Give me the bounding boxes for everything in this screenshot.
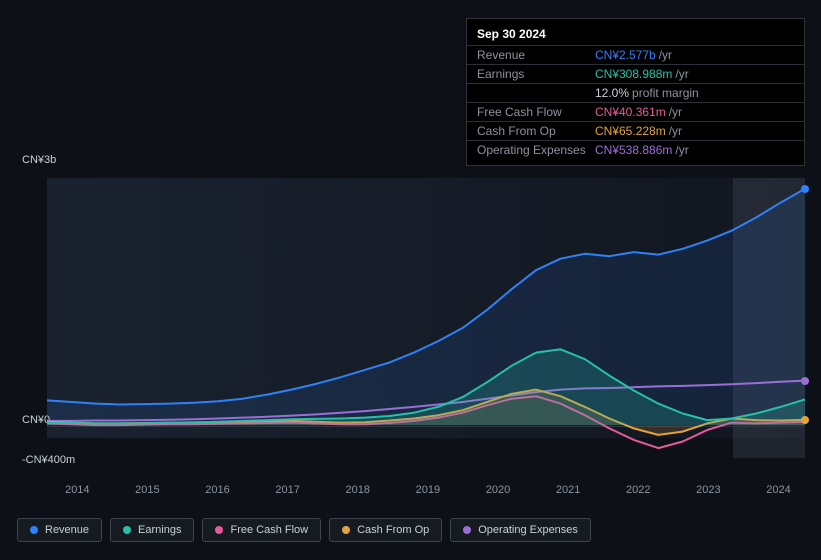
- tooltip-row-label: Earnings: [477, 67, 595, 81]
- x-axis-label: 2018: [346, 484, 370, 496]
- tooltip-row: Free Cash FlowCN¥40.361m/yr: [467, 102, 804, 121]
- financials-chart: CN¥3bCN¥0-CN¥400m: [17, 158, 805, 478]
- x-axis-label: 2017: [275, 484, 299, 496]
- x-axis-label: 2019: [416, 484, 440, 496]
- plot-svg: [47, 178, 805, 458]
- legend-label: Earnings: [138, 524, 181, 536]
- legend-label: Operating Expenses: [478, 524, 578, 536]
- tooltip-row-label: Free Cash Flow: [477, 105, 595, 119]
- tooltip-row-suffix: /yr: [675, 143, 688, 157]
- legend-dot-icon: [342, 526, 350, 534]
- tooltip-row-suffix: /yr: [659, 48, 672, 62]
- y-axis-label: CN¥0: [22, 414, 50, 426]
- x-axis-label: 2020: [486, 484, 510, 496]
- x-axis-label: 2016: [205, 484, 229, 496]
- series-end-dot: [801, 377, 809, 385]
- tooltip-row-suffix: /yr: [669, 105, 682, 119]
- tooltip-row-suffix: profit margin: [632, 86, 699, 100]
- tooltip-row-suffix: /yr: [669, 124, 682, 138]
- legend-item[interactable]: Revenue: [17, 518, 102, 542]
- x-axis-label: 2015: [135, 484, 159, 496]
- tooltip-row: RevenueCN¥2.577b/yr: [467, 45, 804, 64]
- chart-legend: Revenue Earnings Free Cash Flow Cash From O…: [17, 518, 591, 542]
- x-axis-label: 2023: [696, 484, 720, 496]
- tooltip-row-value: 12.0%: [595, 86, 629, 100]
- tooltip-row-label: Operating Expenses: [477, 143, 595, 157]
- legend-item[interactable]: Earnings: [110, 518, 194, 542]
- legend-label: Cash From Op: [357, 524, 429, 536]
- tooltip-row: EarningsCN¥308.988m/yr: [467, 64, 804, 83]
- legend-item[interactable]: Cash From Op: [329, 518, 442, 542]
- tooltip-row-value: CN¥308.988m: [595, 67, 672, 81]
- x-axis-label: 2024: [766, 484, 790, 496]
- legend-label: Free Cash Flow: [230, 524, 308, 536]
- series-area: [47, 189, 805, 425]
- legend-item[interactable]: Operating Expenses: [450, 518, 591, 542]
- tooltip-date: Sep 30 2024: [467, 25, 804, 45]
- tooltip-row-label: Cash From Op: [477, 124, 595, 138]
- legend-dot-icon: [463, 526, 471, 534]
- series-end-dot: [801, 185, 809, 193]
- tooltip-row-value: CN¥2.577b: [595, 48, 656, 62]
- x-axis-label: 2022: [626, 484, 650, 496]
- y-axis-label: CN¥3b: [22, 154, 56, 166]
- series-end-dot: [801, 416, 809, 424]
- legend-item[interactable]: Free Cash Flow: [202, 518, 321, 542]
- tooltip-row: Operating ExpensesCN¥538.886m/yr: [467, 140, 804, 159]
- legend-dot-icon: [30, 526, 38, 534]
- tooltip-row-value: CN¥538.886m: [595, 143, 672, 157]
- legend-dot-icon: [123, 526, 131, 534]
- tooltip-row-label: Revenue: [477, 48, 595, 62]
- tooltip-row-suffix: /yr: [675, 67, 688, 81]
- x-axis-label: 2014: [65, 484, 89, 496]
- tooltip-row-value: CN¥65.228m: [595, 124, 666, 138]
- tooltip-row: 12.0%profit margin: [467, 83, 804, 102]
- tooltip-row: Cash From OpCN¥65.228m/yr: [467, 121, 804, 140]
- x-axis-label: 2021: [556, 484, 580, 496]
- tooltip-row-value: CN¥40.361m: [595, 105, 666, 119]
- x-axis: 2014 2015 2016 2017 2018 2019 2020 2021 2022 2023…: [17, 484, 805, 500]
- legend-dot-icon: [215, 526, 223, 534]
- legend-label: Revenue: [45, 524, 89, 536]
- data-tooltip: Sep 30 2024 RevenueCN¥2.577b/yrEarningsC…: [466, 18, 805, 166]
